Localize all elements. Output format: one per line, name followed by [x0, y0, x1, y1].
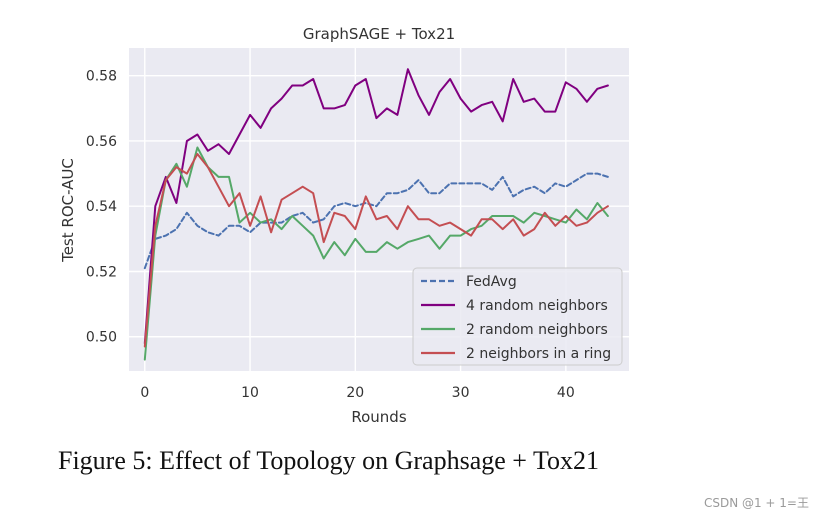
legend-label: 4 random neighbors [466, 298, 608, 314]
y-axis-label: Test ROC-AUC [59, 158, 77, 263]
y-tick-label: 0.58 [86, 69, 117, 85]
series-lines [143, 68, 609, 361]
legend-label: 2 neighbors in a ring [466, 346, 611, 362]
legend: FedAvg 4 random neighbors 2 random neighbo… [412, 267, 623, 366]
x-tick-label: 10 [241, 385, 259, 401]
chart-title: GraphSAGE + Tox21 [303, 25, 455, 43]
x-tick-label: 40 [557, 385, 575, 401]
legend-label: 2 random neighbors [466, 322, 608, 338]
x-axis-label: Rounds [351, 408, 406, 426]
series-line-2-random-neighbors [143, 146, 609, 361]
legend-box [412, 267, 623, 366]
line-chart-figure: 0 10 20 30 40 0.50 0.52 0.54 0.56 0.58 GraphSAGE … [59, 25, 629, 426]
series-line-4-random-neighbors [143, 68, 609, 345]
y-tick-label: 0.56 [86, 134, 117, 150]
legend-label: FedAvg [466, 274, 517, 290]
watermark: CSDN @1 + 1=王 [703, 496, 809, 510]
figure-caption: Figure 5: Effect of Topology on Graphsag… [58, 446, 600, 475]
y-tick-label: 0.50 [86, 330, 117, 346]
y-tick-label: 0.52 [86, 264, 117, 280]
y-tick-label: 0.54 [86, 199, 117, 215]
series-line-fedavg [143, 172, 609, 270]
x-tick-label: 20 [346, 385, 364, 401]
series-line-2-neighbors-in-a-ring [143, 153, 609, 348]
x-tick-label: 0 [140, 385, 149, 401]
axis-ticks: 0 10 20 30 40 0.50 0.52 0.54 0.56 0.58 [86, 69, 575, 401]
x-tick-label: 30 [452, 385, 470, 401]
